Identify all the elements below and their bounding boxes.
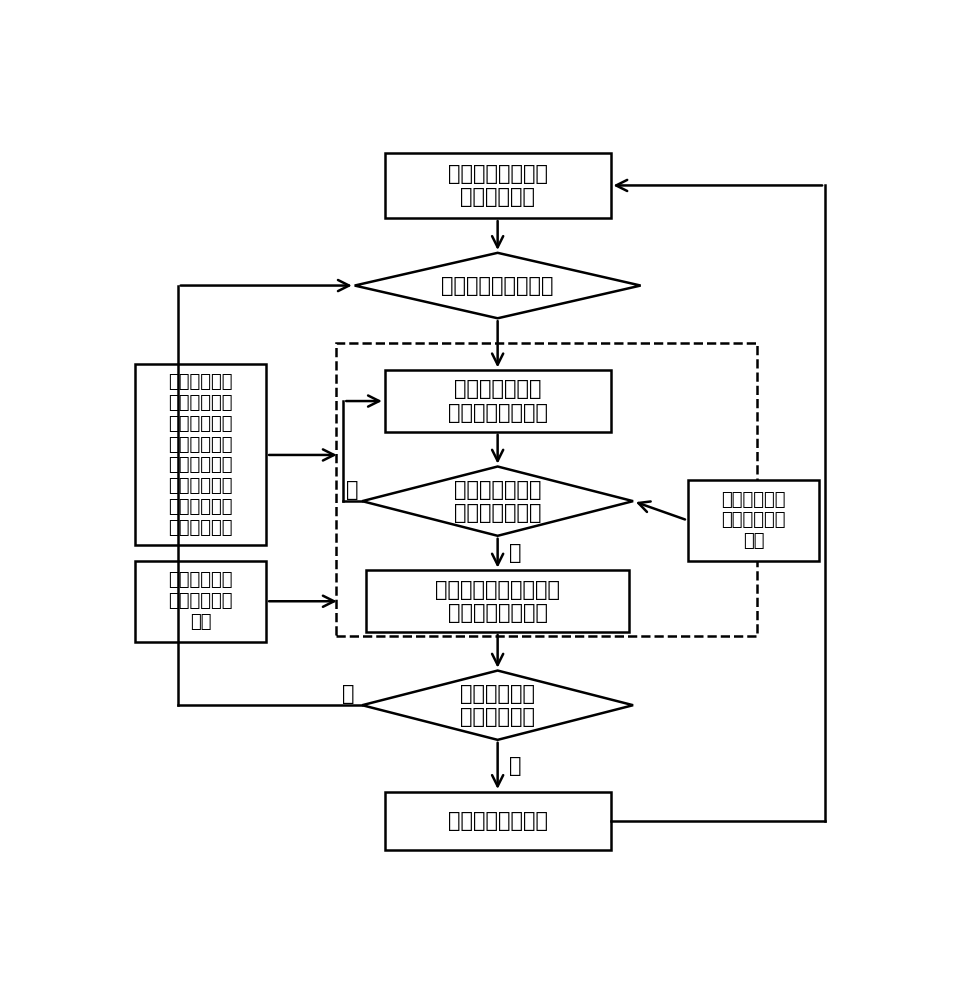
Text: 获取该步骤关键
控制指标实时数据: 获取该步骤关键 控制指标实时数据 [448, 379, 548, 423]
Text: 根据产品牌号设定
间歇生产步骤: 根据产品牌号设定 间歇生产步骤 [448, 164, 548, 207]
Text: 是: 是 [509, 756, 521, 776]
Polygon shape [362, 466, 633, 536]
Text: 否: 否 [346, 480, 358, 500]
Bar [385, 153, 611, 218]
Text: 是: 是 [509, 543, 521, 563]
Text: 否: 否 [342, 684, 354, 704]
Bar [687, 480, 820, 561]
Polygon shape [354, 253, 641, 318]
Bar [385, 792, 611, 850]
Text: 缺点：未考虑
各个工艺指标
虽然都在控制
范围，但这些
指标在某些特
定组合条件下
生产出不合格
产品的可能。: 缺点：未考虑 各个工艺指标 虽然都在控制 范围，但这些 指标在某些特 定组合条件… [168, 373, 233, 537]
Text: 判断生产至哪一步骤: 判断生产至哪一步骤 [442, 276, 553, 296]
Text: 设定各个控制
指标正常工作
范围: 设定各个控制 指标正常工作 范围 [721, 491, 786, 550]
Text: 缺点：频繁的
产生虚假报警
信息: 缺点：频繁的 产生虚假报警 信息 [168, 571, 233, 631]
Text: 判断所有生产
步骤是否完成: 判断所有生产 步骤是否完成 [460, 684, 535, 727]
Text: 单个指标一旦超限即刻
产生工艺报警信号: 单个指标一旦超限即刻 产生工艺报警信号 [435, 580, 560, 623]
Bar [336, 343, 757, 636]
Bar [135, 364, 266, 545]
Bar [135, 561, 266, 642]
Polygon shape [362, 671, 633, 740]
Bar [385, 370, 611, 432]
Text: 等待新的生产指令: 等待新的生产指令 [448, 811, 548, 831]
Bar [366, 570, 629, 632]
Text: 判断各控制指标
是否在阈值范围: 判断各控制指标 是否在阈值范围 [453, 480, 542, 523]
